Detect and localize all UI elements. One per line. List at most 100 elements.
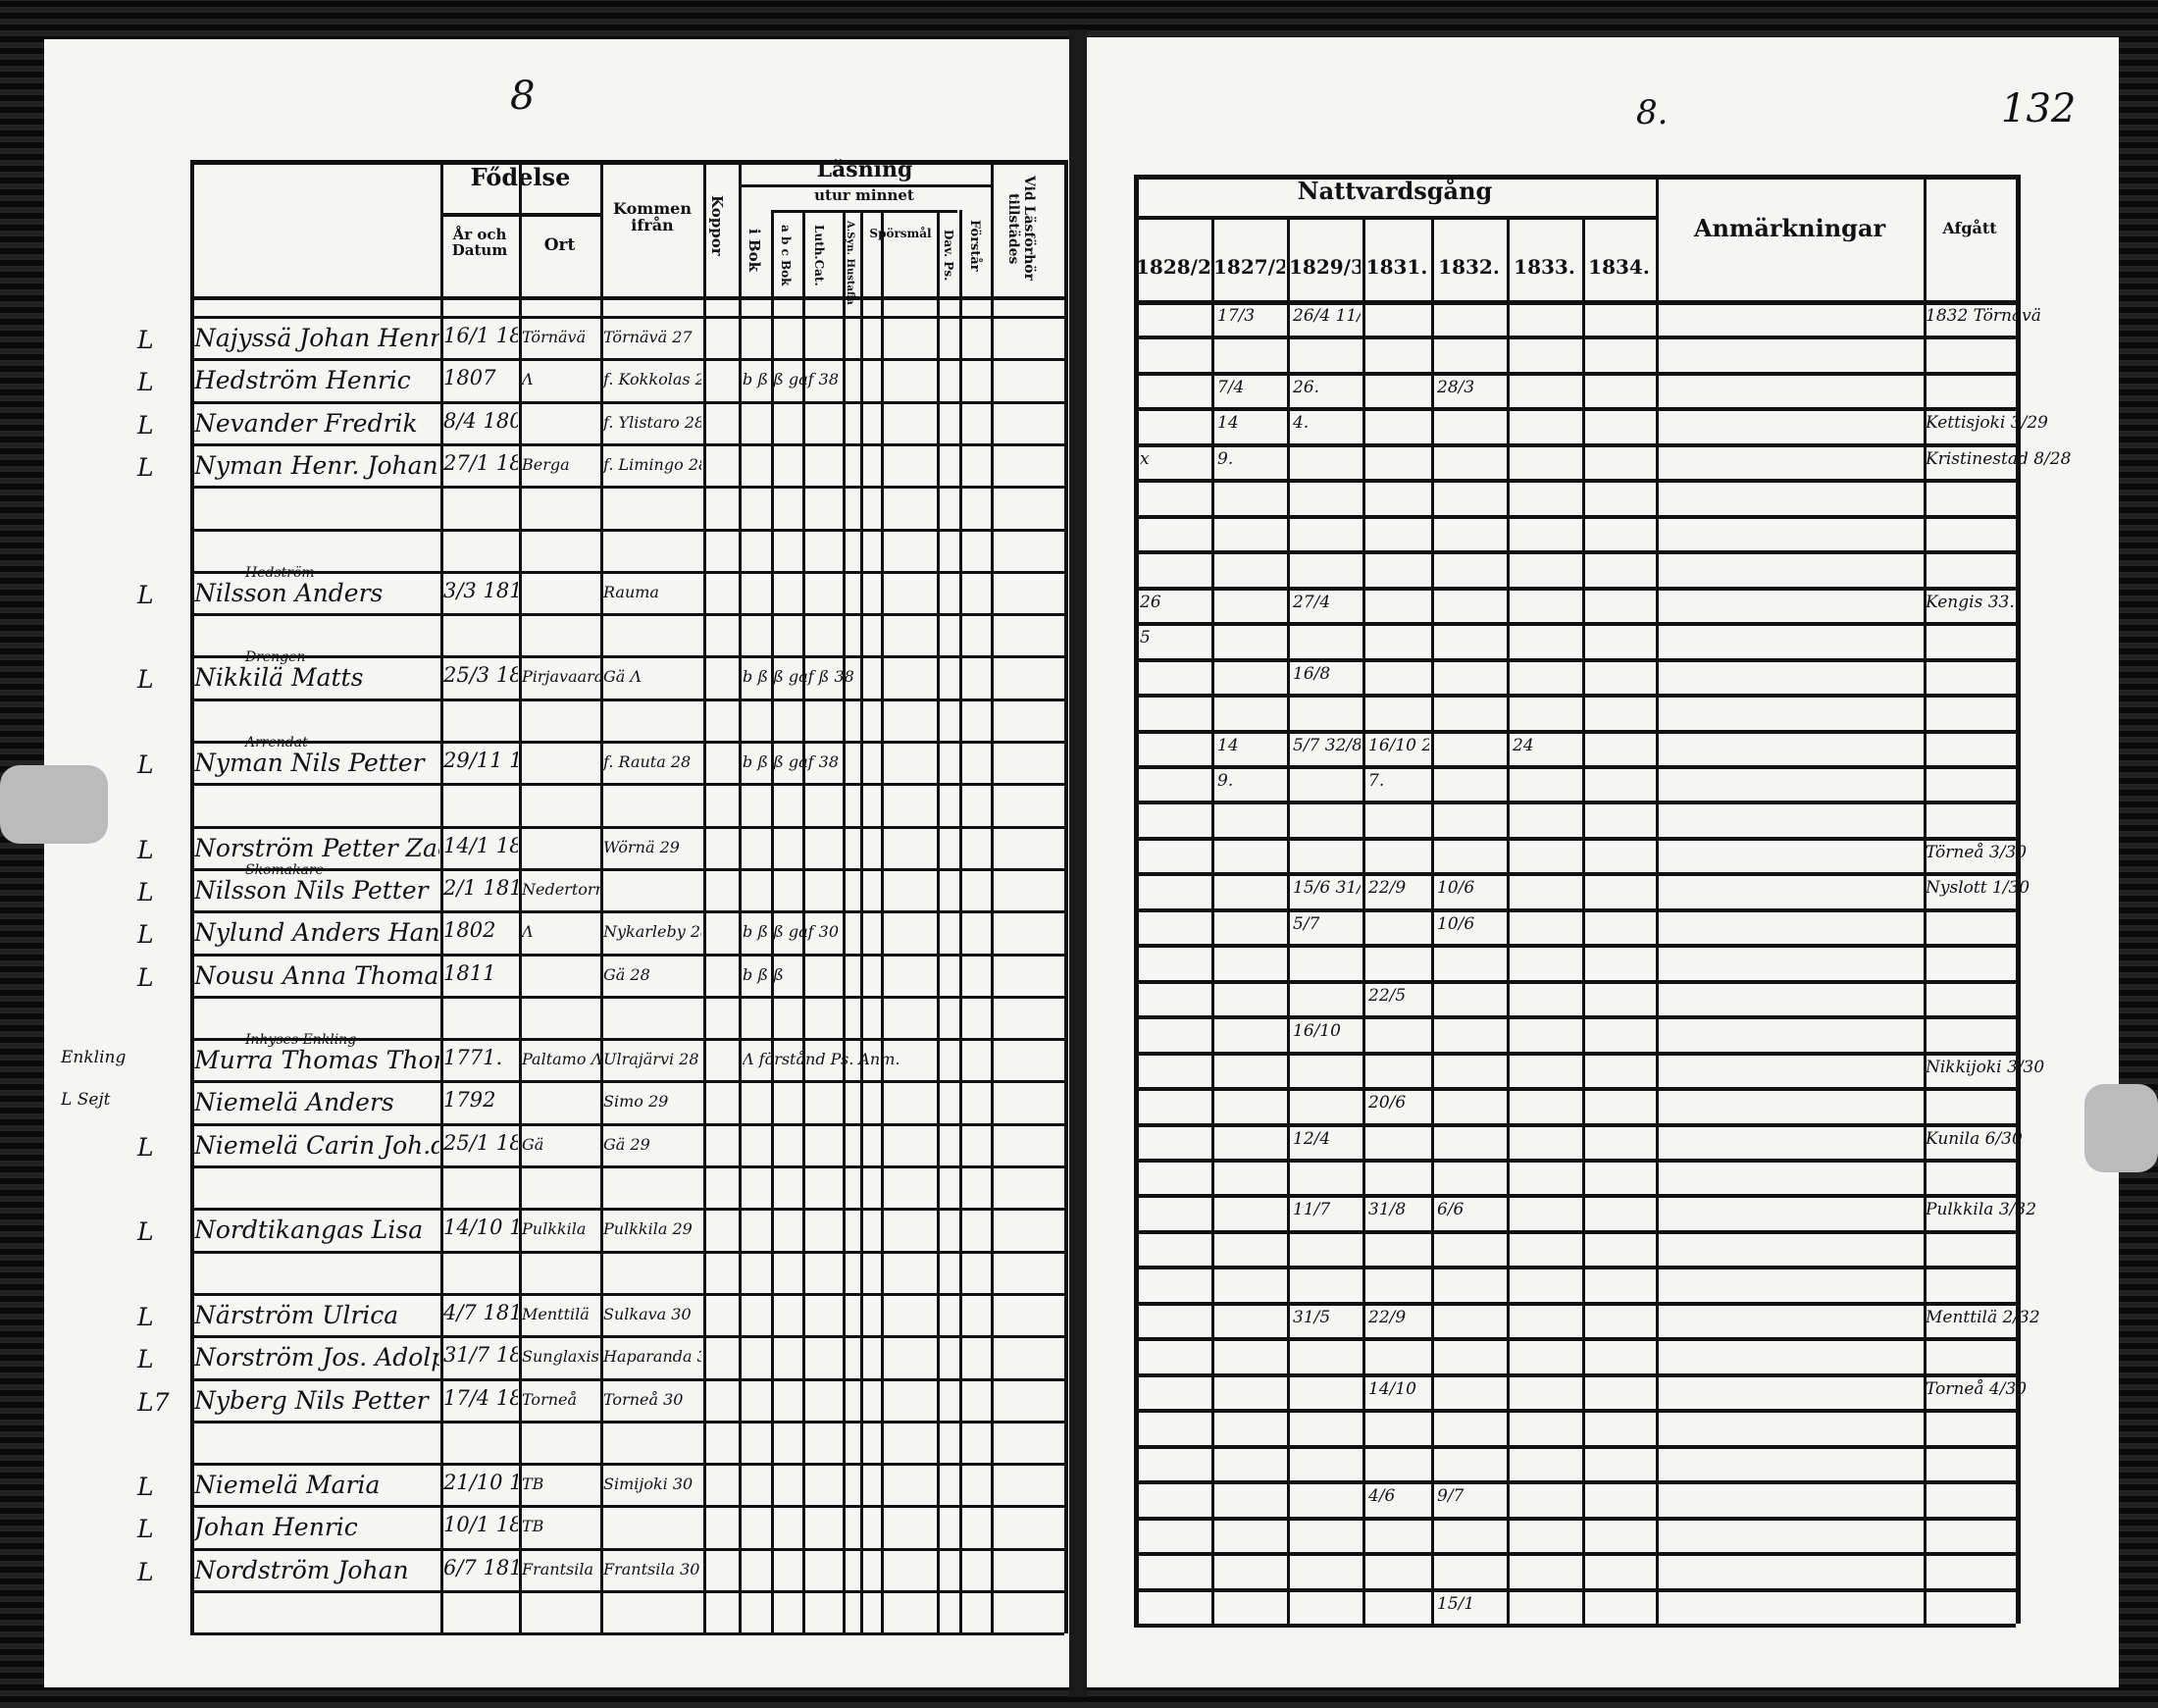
row-rule <box>1134 1409 2016 1413</box>
departure-note: Menttilä 2/32 <box>1926 1307 2040 1327</box>
moved-from: Sulkava 30 <box>603 1304 692 1323</box>
header-abc-bok: a b c Bok <box>779 224 793 286</box>
row-rule <box>190 996 1064 999</box>
communion-date: 15/1 <box>1437 1593 1475 1614</box>
moved-from: Wörnä 29 <box>603 837 680 856</box>
margin-mark: L <box>137 410 154 440</box>
column-rule <box>959 210 962 1633</box>
margin-mark: L <box>137 368 154 397</box>
row-rule <box>190 1590 1064 1593</box>
birth-place: Λ <box>522 922 534 942</box>
header-sporsmal: Spörsmål <box>869 227 932 240</box>
birth-date: 25/1 1807 <box>443 1130 518 1155</box>
margin-mark: L Sejt <box>61 1090 111 1111</box>
birth-place: Pulkkila <box>522 1219 587 1239</box>
person-name: Johan Henric <box>194 1513 358 1542</box>
reading-marks: b ß ß gaf 38 <box>743 752 840 771</box>
row-rule <box>1134 980 2016 984</box>
birth-place: Torneå <box>522 1389 578 1409</box>
person-name: Nyberg Nils Petter <box>194 1385 429 1415</box>
row-rule <box>190 954 1064 957</box>
communion-date: 14/10 <box>1368 1378 1416 1399</box>
birth-place: Berga <box>522 454 570 474</box>
header-a-syn-hustafla: A.Syn. Hustafla <box>845 221 855 305</box>
row-rule <box>190 1293 1064 1296</box>
right-page <box>1087 37 2119 1687</box>
column-rule <box>1134 175 1139 1624</box>
year-header: 1827/28 <box>1213 257 1285 278</box>
row-rule <box>1134 443 2016 447</box>
margin-mark: L <box>137 580 154 609</box>
row-rule <box>190 1505 1064 1508</box>
margin-mark: L <box>137 1557 154 1586</box>
communion-date: x <box>1140 448 1150 469</box>
row-rule <box>1134 730 2016 734</box>
communion-date: 26. <box>1293 377 1320 397</box>
header-utur-minnet: utur minnet <box>814 186 914 204</box>
communion-date: 5/7 <box>1293 913 1320 934</box>
birth-date: 6/7 1811 <box>443 1555 518 1579</box>
column-rule <box>190 160 194 1633</box>
row-rule <box>190 1165 1064 1168</box>
row-rule <box>190 358 1064 361</box>
left-page <box>44 39 1069 1687</box>
row-rule <box>190 529 1064 532</box>
communion-date: 5/7 32/8 <box>1293 735 1361 755</box>
person-name: Nevander Fredrik <box>194 408 418 438</box>
row-rule <box>1134 837 2016 841</box>
birth-date: 21/10 1810 <box>443 1471 518 1495</box>
column-rule <box>519 160 522 1633</box>
left-page-number: 8 <box>510 74 536 119</box>
communion-date: 7. <box>1368 770 1385 791</box>
column-rule <box>771 210 774 1633</box>
row-rule <box>190 443 1064 446</box>
row-rule <box>1134 1445 2016 1449</box>
row-rule <box>1134 515 2016 519</box>
moved-from: Rauma <box>603 582 659 601</box>
header-i-bok: i Bok <box>745 229 763 272</box>
row-rule <box>190 741 1064 744</box>
row-rule <box>1134 1087 2016 1091</box>
departure-note: Torneå 4/30 <box>1926 1378 2028 1399</box>
moved-from: f. Limingo 28 <box>603 454 701 474</box>
column-rule <box>1582 216 1585 1624</box>
person-name: Niemelä Carin Joh.d <box>194 1130 439 1160</box>
year-header: 1834. <box>1588 257 1650 278</box>
birth-date: 25/3 1801. <box>443 663 518 688</box>
row-rule <box>190 655 1064 658</box>
moved-from: Torneå 30 <box>603 1389 684 1409</box>
row-rule <box>1134 1266 2016 1269</box>
right-page-mark: 8. <box>1636 93 1669 132</box>
row-rule <box>1134 1052 2016 1056</box>
margin-mark: L <box>137 835 154 864</box>
person-name: Hedström Henric <box>194 366 411 395</box>
birth-place: Frantsila <box>522 1559 594 1579</box>
header-bottom-rule <box>1134 300 2016 305</box>
communion-date: 16/10 <box>1293 1021 1341 1042</box>
column-rule <box>860 210 863 1633</box>
right-page-number: 132 <box>2001 86 2077 131</box>
communion-date: 12/4 <box>1293 1128 1331 1149</box>
birth-date: 3/3 1811. <box>443 578 518 602</box>
rule-line <box>739 184 991 187</box>
communion-date: 20/6 <box>1368 1093 1407 1113</box>
person-name: Nylund Anders Hansson <box>194 918 439 948</box>
person-name: Norström Petter Zacharias <box>194 833 439 862</box>
moved-from: Pulkkila 29 <box>603 1219 693 1239</box>
birth-date: 14/1 1803. <box>443 833 518 857</box>
birth-date: 14/10 1809 <box>443 1216 518 1240</box>
moved-from: Simo 29 <box>603 1092 669 1112</box>
margin-mark: L <box>137 750 154 779</box>
birth-place: Menttilä <box>522 1304 590 1323</box>
communion-date: 28/3 <box>1437 377 1475 397</box>
margin-mark: L <box>137 326 154 354</box>
row-rule <box>1134 872 2016 876</box>
row-rule <box>1134 336 2016 339</box>
moved-from: f. Kokkolas 26 <box>603 370 701 389</box>
communion-date: 22/5 <box>1368 985 1407 1006</box>
margin-mark: L <box>137 1345 154 1374</box>
header-forstar: Förstår <box>967 219 982 272</box>
row-rule <box>190 1632 1064 1635</box>
row-rule <box>1134 801 2016 804</box>
row-rule <box>1134 944 2016 948</box>
